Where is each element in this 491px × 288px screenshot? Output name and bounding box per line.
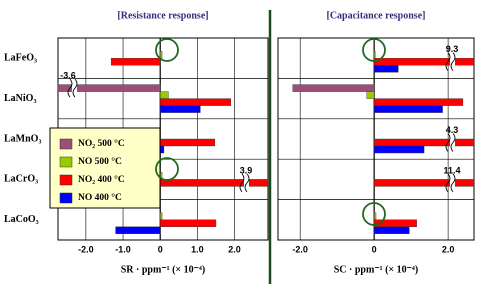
break-mark [450,173,456,193]
x-tick-label: -1.0 [115,244,131,254]
x-tick-label: 1.0 [191,244,204,254]
x-tick-label: 2.0 [228,244,241,254]
highlight-circle [155,38,179,62]
bar [110,58,161,66]
value-label: 4.3 [446,125,459,135]
bar [373,51,376,59]
category-label: LaMnO₃ [4,133,41,144]
bar [373,98,464,106]
bar [160,91,169,99]
bars [58,51,268,235]
category-label: LaCoO₃ [4,214,39,225]
bar [373,138,474,147]
value-label: 9.3 [446,44,459,54]
highlight-circle [155,157,179,181]
legend-label: NO₂ 500 °C [78,138,125,149]
highlight-circle [362,202,386,226]
x-tick-label: 0 [158,244,163,254]
break-mark [72,78,78,98]
bars [292,51,474,235]
bar [160,212,163,221]
category-label: LaFeO₃ [4,52,37,63]
value-label: 11.4 [443,165,460,175]
x-axis-label: SR · ppm⁻¹ (× 10⁻⁴) [121,264,205,275]
break-mark [445,52,451,71]
bar [373,145,425,154]
legend-label: NO₂ 400 °C [78,174,125,185]
panel-title: [Capacitance response] [327,10,426,21]
bar [58,84,161,92]
bar [373,64,399,73]
legend-swatch [59,156,73,168]
bar [160,145,165,154]
value-label: -3.6 [60,70,76,80]
bar [366,91,375,99]
bar [160,219,217,228]
break-mark [445,173,451,193]
bar [373,179,474,187]
bar [292,84,375,92]
break-mark [67,78,73,98]
highlight-circle [362,38,386,62]
break-mark [450,52,456,71]
break-mark [445,133,451,152]
bar [373,105,443,113]
bar [373,58,474,66]
break-mark [244,173,250,193]
x-axis-label: SC · ppm⁻¹ (× 10⁻⁴) [334,264,418,275]
legend-label: NO 500 °C [78,156,122,167]
legend: NO₂ 500 °C NO 500 °C NO₂ 400 °C NO 400 °C [49,127,161,209]
x-tick-label: -2.0 [292,244,308,254]
category-label: LaNiO₃ [4,93,36,104]
bar [160,138,216,147]
bar [160,51,163,59]
bar [160,105,201,113]
x-tick-label: -2.0 [78,244,94,254]
x-tick-label: 0 [372,244,377,254]
bar [160,98,232,106]
bar [115,226,161,235]
break-mark [239,173,245,193]
bar [373,212,377,221]
legend-swatch [59,192,73,204]
x-tick-label: 2.0 [442,244,455,254]
legend-swatch [59,138,73,150]
legend-swatch [59,174,73,186]
value-label: 3.9 [240,165,253,175]
break-mark [450,133,456,152]
legend-label: NO 400 °C [78,192,122,203]
bar [373,226,410,235]
panel-title: [Resistance response] [117,10,208,21]
category-label: LaCrO₃ [4,174,38,185]
